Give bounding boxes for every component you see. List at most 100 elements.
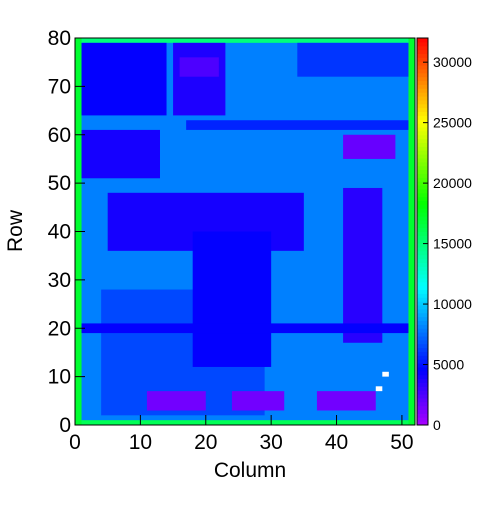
colorbar-step <box>417 343 428 349</box>
colorbar-step <box>417 150 428 155</box>
colorbar-step <box>417 262 428 267</box>
colorbar-step <box>417 335 428 341</box>
y-tick-label: 40 <box>48 221 71 244</box>
x-axis-label: Column <box>214 459 286 482</box>
colorbar-step <box>417 57 428 62</box>
colorbar-step <box>417 223 428 229</box>
colorbar-step <box>417 154 428 159</box>
colorbar-step <box>417 142 428 147</box>
y-tick-label: 10 <box>48 366 71 389</box>
colorbar-frame <box>416 37 429 426</box>
colorbar-step <box>417 227 428 232</box>
colorbar-step <box>417 235 428 240</box>
colorbar-step <box>417 324 428 329</box>
colorbar-step <box>417 49 428 54</box>
colorbar-step <box>417 111 428 116</box>
colorbar-step <box>417 347 428 352</box>
colorbar-step <box>417 38 428 43</box>
z-tick-label: 15000 <box>433 236 472 252</box>
colorbar-step <box>417 231 428 236</box>
colorbar-step <box>417 119 428 124</box>
colorbar-step <box>417 312 428 318</box>
colorbar-step <box>417 413 428 418</box>
colorbar-step <box>417 370 428 376</box>
colorbar-step <box>417 169 428 174</box>
heatmap-cell <box>186 120 409 130</box>
colorbar-step <box>417 208 428 213</box>
heatmap-cell <box>81 129 160 179</box>
heatmap-cell <box>81 420 409 425</box>
heatmap-cell <box>81 38 409 43</box>
heatmap-cell <box>343 134 396 159</box>
colorbar-step <box>417 127 428 132</box>
colorbar-step <box>417 123 428 128</box>
colorbar-step <box>417 165 428 171</box>
colorbar-step <box>417 216 428 221</box>
colorbar-step <box>417 88 428 93</box>
colorbar-step <box>417 65 428 70</box>
y-tick-label: 60 <box>48 124 71 147</box>
colorbar-step <box>417 146 428 151</box>
heatmap-cell <box>297 42 409 77</box>
colorbar-step <box>417 332 428 337</box>
heatmap-cell <box>408 38 415 425</box>
x-tick-label: 40 <box>325 431 348 454</box>
colorbar-step <box>417 297 428 302</box>
colorbar-step <box>417 188 428 194</box>
colorbar-step <box>417 181 428 186</box>
colorbar-step <box>417 246 428 252</box>
z-tick-label: 5000 <box>433 357 464 373</box>
colorbar-step <box>417 285 428 291</box>
heatmap-cell <box>81 42 167 116</box>
colorbar-step <box>417 76 428 82</box>
heatmap-cell <box>316 391 376 411</box>
colorbar-step <box>417 99 428 105</box>
colorbar-step <box>417 293 428 298</box>
colorbar-step <box>417 61 428 66</box>
colorbar-step <box>417 386 428 391</box>
colorbar-step <box>417 161 428 167</box>
z-tick-label: 25000 <box>433 115 472 131</box>
colorbar-step <box>417 397 428 403</box>
colorbar-step <box>417 96 428 101</box>
colorbar-step <box>417 185 428 190</box>
heatmap-cell <box>179 57 219 77</box>
colorbar-step <box>417 53 428 58</box>
colorbar-step <box>417 196 428 202</box>
heatmap-cell <box>343 187 383 343</box>
colorbar-step <box>417 355 428 360</box>
colorbar-step <box>417 92 428 97</box>
colorbar-step <box>417 212 428 217</box>
colorbar-step <box>417 289 428 294</box>
y-tick-label: 20 <box>48 317 71 340</box>
colorbar-step <box>417 308 428 314</box>
colorbar-step <box>417 266 428 271</box>
y-axis-label: Row <box>4 209 27 252</box>
z-tick-label: 0 <box>433 417 441 433</box>
y-tick-label: 70 <box>48 75 71 98</box>
heatmap-cell <box>192 231 272 367</box>
colorbar-step <box>417 107 428 113</box>
colorbar-step <box>417 305 428 310</box>
colorbar-step <box>417 382 428 387</box>
colorbar-step <box>417 243 428 248</box>
colorbar-step <box>417 270 428 275</box>
x-tick-label: 50 <box>390 431 413 454</box>
colorbar-step <box>417 274 428 279</box>
colorbar-step <box>417 41 428 47</box>
colorbar-step <box>417 374 428 380</box>
colorbar-step <box>417 316 428 322</box>
colorbar-step <box>417 401 428 407</box>
colorbar-step <box>417 328 428 333</box>
colorbar-step <box>417 192 428 198</box>
colorbar-step <box>417 378 428 383</box>
colorbar-step <box>417 409 428 414</box>
heatmap-cell <box>231 391 285 411</box>
colorbar-step <box>417 250 428 256</box>
colorbar-step <box>417 130 428 136</box>
y-tick-label: 0 <box>59 414 71 437</box>
colorbar-step <box>417 390 428 395</box>
colorbar-step <box>417 45 428 51</box>
colorbar-step <box>417 239 428 244</box>
